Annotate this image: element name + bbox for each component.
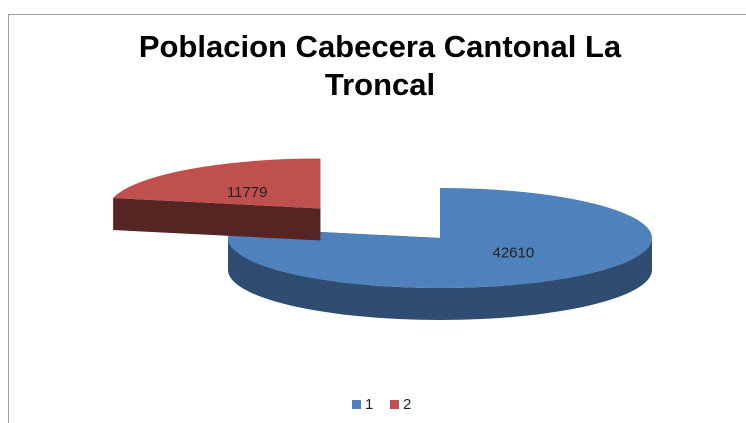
- slice-edge: [113, 198, 321, 241]
- legend-swatch: [390, 400, 399, 409]
- data-label: 11779: [227, 184, 268, 201]
- chart-title: Poblacion Cabecera Cantonal La Troncal: [138, 29, 622, 102]
- slice: [228, 187, 652, 288]
- legend-label: 2: [403, 396, 411, 413]
- slice-side: [228, 238, 652, 320]
- data-label: 42610: [492, 245, 534, 262]
- legend-label: 1: [365, 396, 373, 413]
- legend-swatch: [352, 400, 361, 409]
- chart-border: [8, 14, 746, 423]
- slice: [113, 158, 321, 209]
